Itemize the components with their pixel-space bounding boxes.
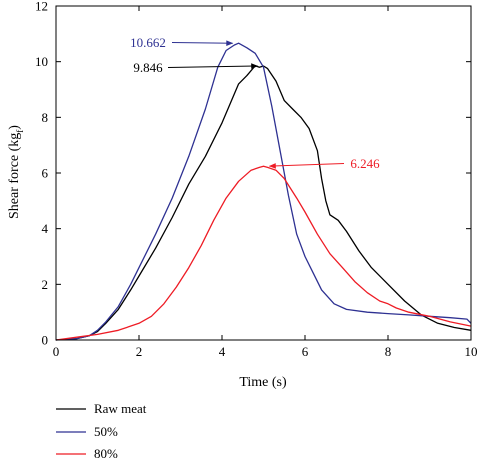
x-tick-label-2: 2 bbox=[136, 344, 143, 359]
legend-label-50pct: 50% bbox=[94, 424, 118, 439]
annotation-label-1: 9.846 bbox=[133, 60, 163, 75]
legend-label-raw-meat: Raw meat bbox=[94, 401, 147, 416]
peak-annotations: 10.662 9.846 6.246 bbox=[130, 35, 380, 171]
y-tick-label-12: 12 bbox=[35, 0, 48, 14]
annotation-arrow-0 bbox=[171, 40, 234, 46]
axes: 0 2 4 6 8 10 0 2 4 6 8 10 12 bbox=[35, 0, 478, 359]
annotation-label-0: 10.662 bbox=[130, 35, 166, 50]
y-tick-label-0: 0 bbox=[42, 333, 49, 348]
legend-label-80pct: 80% bbox=[94, 446, 118, 461]
annotation-arrow-2 bbox=[268, 163, 345, 169]
y-tick-label-6: 6 bbox=[42, 166, 49, 181]
x-tick-label-10: 10 bbox=[465, 344, 478, 359]
series-line-raw-meat bbox=[55, 65, 472, 341]
y-tick-label-4: 4 bbox=[42, 221, 49, 236]
plot-frame bbox=[55, 5, 472, 341]
legend: Raw meat 50% 80% bbox=[56, 401, 147, 461]
series-line-80pct bbox=[55, 165, 472, 341]
x-tick-label-4: 4 bbox=[219, 344, 226, 359]
x-tick-label-0: 0 bbox=[53, 344, 60, 359]
y-tick-label-8: 8 bbox=[42, 110, 49, 125]
x-axis-label: Time (s) bbox=[239, 375, 287, 390]
x-tick-label-8: 8 bbox=[385, 344, 392, 359]
x-tick-label-6: 6 bbox=[302, 344, 309, 359]
annotation-label-2: 6.246 bbox=[350, 156, 380, 171]
y-axis-label: Shear force (kgf) bbox=[7, 125, 25, 219]
plot-area bbox=[55, 42, 472, 341]
y-tick-label-10: 10 bbox=[35, 54, 48, 69]
annotation-arrow-1 bbox=[167, 63, 259, 69]
series-line-50pct bbox=[55, 42, 472, 341]
y-tick-label-2: 2 bbox=[42, 277, 49, 292]
